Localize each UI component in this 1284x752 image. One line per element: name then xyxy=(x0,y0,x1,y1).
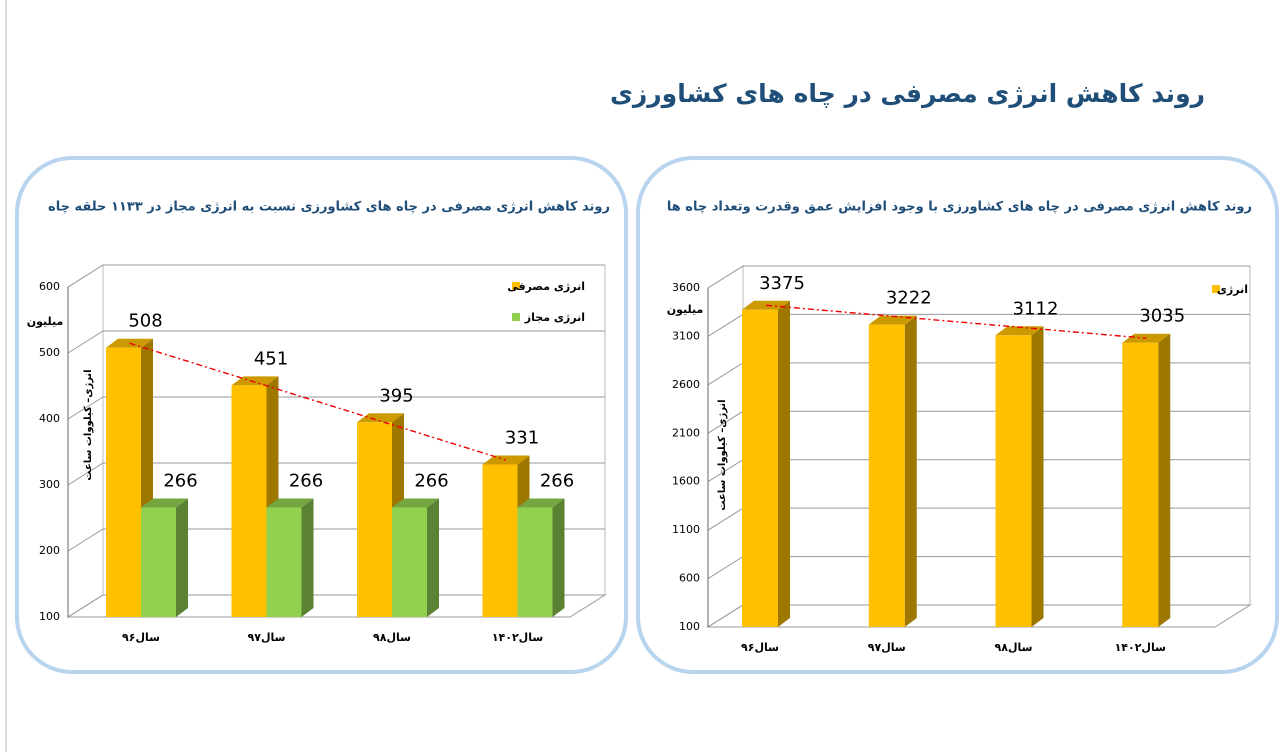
value-label: 395 xyxy=(379,385,413,406)
y-tick-label: 2600 xyxy=(672,378,700,391)
value-label: 451 xyxy=(254,348,288,369)
value-label: 3222 xyxy=(886,288,932,309)
y-tick-label: 200 xyxy=(39,544,60,557)
bar-front xyxy=(482,464,518,617)
y-tick-label: 3600 xyxy=(672,281,700,294)
x-tick-label: سال۹۷ xyxy=(868,641,906,654)
x-tick-label: سال۱۴۰۲ xyxy=(492,631,543,644)
bar-side xyxy=(552,498,565,617)
y-tick-label: 400 xyxy=(39,412,60,425)
legend-label: انرژی xyxy=(1217,283,1248,296)
bar-top xyxy=(141,498,188,508)
y-tick-label: 100 xyxy=(679,620,700,633)
bar-front xyxy=(141,507,176,617)
y-tick-label: 3100 xyxy=(672,329,700,342)
bar xyxy=(868,315,917,627)
bar-side xyxy=(1158,333,1171,627)
bar-side xyxy=(427,498,439,617)
grid-line xyxy=(707,265,1250,289)
y-tick-label: 1600 xyxy=(672,475,700,488)
y-tick-label: 300 xyxy=(39,478,60,491)
value-label: 266 xyxy=(163,470,197,491)
bar-front xyxy=(742,309,778,627)
bar xyxy=(742,300,790,627)
bar-front xyxy=(1122,342,1159,627)
bar-front xyxy=(392,507,427,617)
y-unit: میلیون xyxy=(27,315,64,328)
trend-line xyxy=(765,304,1147,339)
grid-line xyxy=(67,330,605,354)
bar-front xyxy=(266,507,302,617)
bar-top xyxy=(266,498,314,508)
bar-front xyxy=(357,422,392,617)
bar-top xyxy=(868,315,917,325)
y-axis-label: انرژی– کیلووات ساعت xyxy=(717,399,728,510)
legend-swatch xyxy=(512,313,520,321)
x-tick-label: سال۹۷ xyxy=(248,631,286,644)
legend-swatch xyxy=(1212,285,1220,293)
chart-title: روند کاهش انرژی مصرفی در چاه های کشاورزی… xyxy=(667,200,1252,215)
x-tick-label: سال۱۴۰۲ xyxy=(1115,641,1166,654)
legend-swatch xyxy=(512,282,520,290)
bar-side xyxy=(778,300,790,627)
legend-label: انرژی مجاز xyxy=(524,311,585,324)
bar xyxy=(392,498,439,617)
bar xyxy=(266,498,314,617)
bar-side xyxy=(176,498,188,617)
grid-line xyxy=(67,264,605,288)
bar-front xyxy=(995,335,1032,627)
bar-top xyxy=(231,376,279,386)
grid-line xyxy=(67,396,605,420)
bar xyxy=(517,498,565,617)
value-label: 3375 xyxy=(759,273,805,294)
bar-side xyxy=(904,315,917,627)
y-unit: میلیون xyxy=(667,303,704,316)
bar-side xyxy=(1031,326,1044,627)
value-label: 266 xyxy=(540,470,574,491)
bar xyxy=(141,498,188,617)
panel xyxy=(15,156,628,674)
x-tick-label: سال۹۶ xyxy=(741,641,779,654)
bar-front xyxy=(231,385,267,617)
value-label: 3112 xyxy=(1013,298,1059,319)
value-label: 266 xyxy=(289,470,323,491)
x-tick-label: سال۹۶ xyxy=(122,631,160,644)
y-axis-label: انرژی– کیلووات ساعت xyxy=(83,369,94,480)
x-tick-label: سال۹۸ xyxy=(995,641,1033,654)
grid-line xyxy=(67,462,605,486)
value-label: 266 xyxy=(414,470,448,491)
y-tick-label: 600 xyxy=(679,572,700,585)
bar xyxy=(1122,333,1171,627)
bar-top xyxy=(392,498,439,508)
y-tick-label: 600 xyxy=(39,280,60,293)
page-title: روند کاهش انرژی مصرفی در چاه های کشاورزی xyxy=(610,79,1205,109)
bar-front xyxy=(106,347,141,617)
bar xyxy=(995,326,1044,627)
y-tick-label: 2100 xyxy=(672,426,700,439)
trend-line xyxy=(129,342,507,461)
bar-front xyxy=(868,324,905,627)
y-tick-label: 500 xyxy=(39,346,60,359)
value-label: 508 xyxy=(128,311,162,332)
y-tick-label: 100 xyxy=(39,610,60,623)
value-label: 3035 xyxy=(1139,306,1185,327)
y-tick-label: 1100 xyxy=(672,523,700,536)
bar-top xyxy=(357,413,404,423)
x-tick-label: سال۹۸ xyxy=(373,631,411,644)
legend-label: انرژی مصرفی xyxy=(507,280,585,293)
panel xyxy=(636,156,1279,674)
value-label: 331 xyxy=(505,428,539,449)
bar-side xyxy=(301,498,314,617)
bar xyxy=(357,413,404,617)
bar-front xyxy=(517,507,553,617)
bar-top xyxy=(517,498,565,508)
chart-title: روند کاهش انرژی مصرفی در چاه های کشاورزی… xyxy=(48,200,610,215)
